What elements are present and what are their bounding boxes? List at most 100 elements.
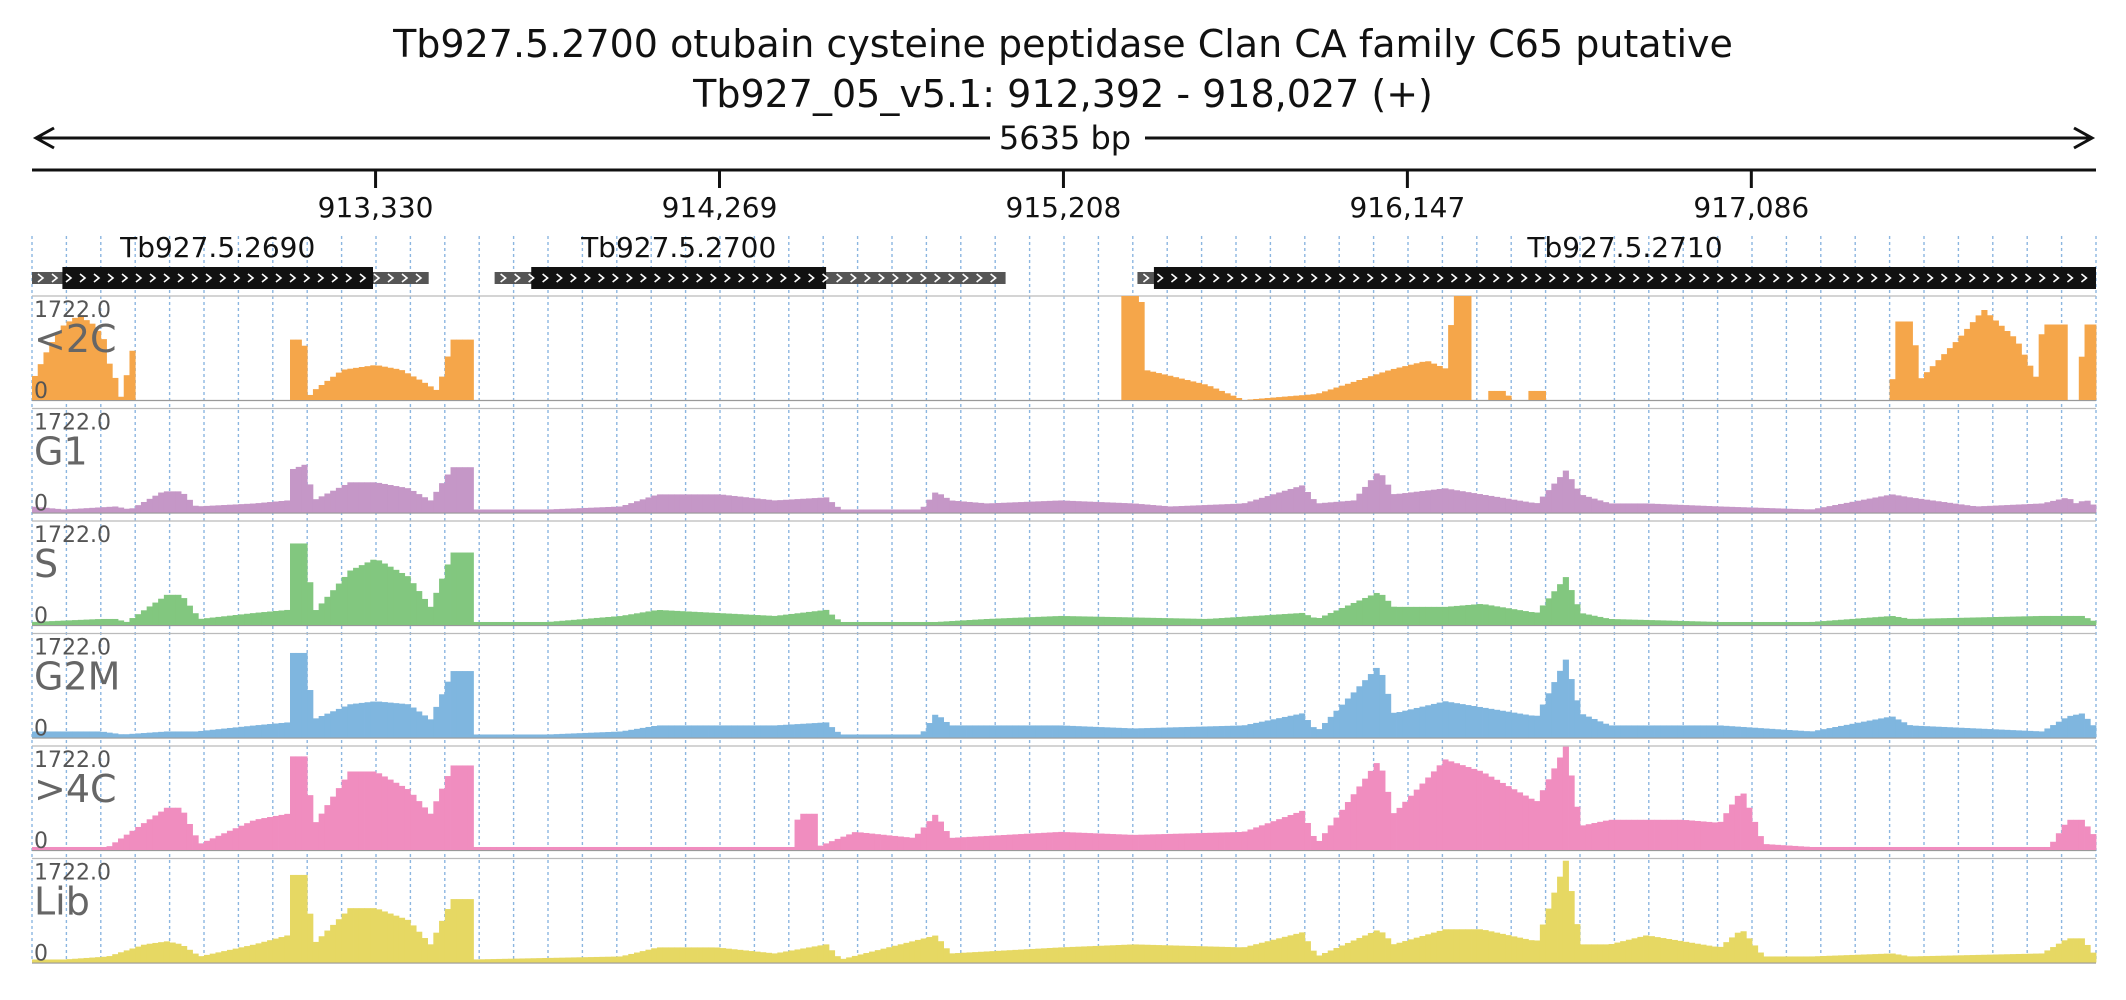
coverage-bar xyxy=(1127,944,1134,963)
coverage-bar xyxy=(777,500,784,513)
coverage-bar xyxy=(1453,929,1460,963)
coverage-bar xyxy=(1494,606,1501,625)
coverage-bar xyxy=(1855,618,1862,625)
coverage-bar xyxy=(496,509,503,513)
coverage-bar xyxy=(570,508,578,513)
coverage-bar xyxy=(2044,950,2051,963)
coverage-bar xyxy=(1631,503,1638,513)
coverage-bar xyxy=(1104,833,1111,850)
coverage-bar xyxy=(1029,833,1036,850)
coverage-bar xyxy=(1190,833,1197,850)
coverage-bar xyxy=(1757,728,1764,738)
coverage-bar xyxy=(427,719,434,738)
coverage-bar xyxy=(1757,952,1764,963)
coverage-bar xyxy=(118,734,125,738)
coverage-bar xyxy=(1132,503,1139,513)
coverage-bar xyxy=(135,614,142,625)
coverage-bar xyxy=(1184,618,1191,625)
coverage-bar xyxy=(840,509,847,513)
coverage-bar xyxy=(1459,605,1466,625)
coverage-bar xyxy=(32,731,39,738)
coverage-bar xyxy=(1058,725,1065,738)
coverage-bar xyxy=(1224,832,1231,850)
coverage-bar xyxy=(662,947,669,963)
coverage-bar xyxy=(576,733,583,738)
coverage-bar xyxy=(83,846,90,850)
coverage-bar xyxy=(77,508,84,513)
coverage-bar xyxy=(634,613,641,625)
coverage-bar xyxy=(1545,693,1552,738)
coverage-bar xyxy=(1522,938,1529,963)
coverage-bar xyxy=(1935,846,1942,850)
strand-chevron xyxy=(1450,273,1458,283)
coverage-bar xyxy=(1184,833,1191,850)
coverage-bar xyxy=(416,711,423,738)
strand-chevron xyxy=(247,273,255,283)
coverage-bar xyxy=(433,932,440,963)
coverage-bar xyxy=(89,323,96,400)
coverage-bar xyxy=(1522,795,1529,850)
coverage-bar xyxy=(1310,835,1317,850)
coverage-bar xyxy=(1924,726,1931,738)
coverage-bar xyxy=(358,702,365,738)
strand-chevron xyxy=(598,273,605,283)
coverage-bar xyxy=(1660,938,1667,963)
coverage-bar xyxy=(823,722,830,738)
coverage-bar xyxy=(1723,506,1730,513)
strand-chevron xyxy=(542,273,549,283)
coverage-bar xyxy=(1774,956,1782,963)
coverage-bar xyxy=(89,846,96,850)
coverage-bar xyxy=(1574,924,1581,963)
coverage-bar xyxy=(1270,719,1277,738)
coverage-bar xyxy=(2010,954,2017,963)
coverage-bar xyxy=(278,814,285,850)
coverage-bar xyxy=(215,835,222,850)
coverage-bar xyxy=(1327,389,1334,400)
coverage-bar xyxy=(60,620,67,625)
strand-chevron xyxy=(1310,273,1318,283)
coverage-bar xyxy=(1304,822,1311,850)
coverage-bar xyxy=(1551,892,1558,963)
coverage-bar xyxy=(1258,615,1266,625)
coverage-bar xyxy=(926,499,933,513)
coverage-bar xyxy=(129,350,136,400)
coverage-bar xyxy=(1155,617,1162,625)
strand-chevron xyxy=(1478,273,1486,283)
coverage-bar xyxy=(1086,833,1094,850)
coverage-bar xyxy=(1602,618,1610,625)
coverage-bar xyxy=(1849,954,1856,963)
coverage-bar xyxy=(1344,698,1352,738)
coverage-bar xyxy=(536,846,543,850)
coverage-bar xyxy=(49,846,56,850)
coverage-bar xyxy=(1723,621,1730,625)
coverage-bar xyxy=(553,957,560,963)
coverage-bar xyxy=(1425,705,1432,738)
coverage-bar xyxy=(473,509,480,513)
coverage-bar xyxy=(54,731,62,738)
coverage-bar xyxy=(1161,727,1168,738)
coverage-bar xyxy=(869,509,876,513)
coverage-bar xyxy=(565,508,572,513)
coverage-bar xyxy=(1064,500,1071,513)
coverage-bar xyxy=(1964,328,1971,400)
coverage-bar xyxy=(1918,378,1925,400)
coverage-bar xyxy=(1344,802,1352,850)
chart-subtitle: Tb927_05_v5.1: 912,392 - 918,027 (+) xyxy=(693,72,1433,116)
coverage-bar xyxy=(77,846,84,850)
coverage-bar xyxy=(1597,616,1604,625)
coverage-bar xyxy=(1625,939,1632,963)
coverage-bar xyxy=(1178,618,1185,625)
coverage-bar xyxy=(880,834,887,850)
coverage-bar xyxy=(1201,505,1208,513)
coverage-bar xyxy=(1901,496,1908,513)
coverage-bar xyxy=(1167,833,1174,850)
coverage-bar xyxy=(2055,721,2062,738)
coverage-bar xyxy=(1769,956,1776,963)
strand-chevron xyxy=(962,273,969,283)
coverage-bar xyxy=(175,594,182,625)
track-ymax-label: 1722.0 xyxy=(34,523,111,548)
coverage-bar xyxy=(1723,725,1730,738)
coverage-bar xyxy=(1602,502,1610,513)
coverage-bar xyxy=(1981,506,1988,513)
coverage-bar xyxy=(742,497,750,513)
